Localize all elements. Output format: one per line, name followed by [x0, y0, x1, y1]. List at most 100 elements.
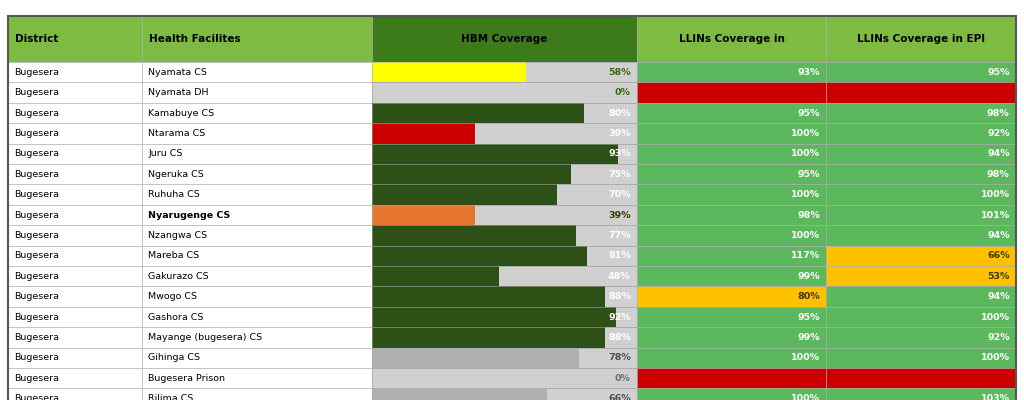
- Text: 100%: 100%: [981, 353, 1010, 362]
- Bar: [372, 144, 637, 164]
- Bar: [8, 205, 142, 225]
- Text: 92%: 92%: [608, 312, 631, 322]
- Bar: [8, 266, 142, 286]
- Text: 93%: 93%: [798, 68, 820, 77]
- Text: Bugesera: Bugesera: [14, 272, 59, 281]
- Bar: [372, 327, 637, 348]
- Text: Mareba CS: Mareba CS: [148, 251, 200, 260]
- Bar: [142, 246, 372, 266]
- Bar: [142, 348, 372, 368]
- Text: 101%: 101%: [981, 210, 1010, 220]
- Text: 80%: 80%: [798, 292, 820, 301]
- Text: Nzangwa CS: Nzangwa CS: [148, 231, 208, 240]
- Bar: [372, 164, 637, 184]
- Text: Bugesera: Bugesera: [14, 170, 59, 179]
- Text: 48%: 48%: [608, 272, 631, 281]
- Text: Ruhuha CS: Ruhuha CS: [148, 190, 200, 199]
- Bar: [637, 225, 826, 246]
- Bar: [637, 144, 826, 164]
- Text: 88%: 88%: [608, 333, 631, 342]
- Bar: [826, 348, 1016, 368]
- Bar: [826, 123, 1016, 144]
- Bar: [372, 327, 637, 348]
- Text: LLINs Coverage in: LLINs Coverage in: [679, 34, 784, 44]
- Bar: [637, 82, 826, 103]
- Bar: [8, 307, 142, 327]
- Bar: [142, 368, 372, 388]
- Bar: [372, 246, 587, 266]
- Bar: [637, 388, 826, 400]
- Text: HBM Coverage: HBM Coverage: [461, 34, 548, 44]
- Text: 94%: 94%: [987, 292, 1010, 301]
- Bar: [372, 246, 637, 266]
- Bar: [372, 123, 475, 144]
- Bar: [8, 246, 142, 266]
- Text: 100%: 100%: [792, 129, 820, 138]
- Bar: [8, 144, 142, 164]
- Bar: [372, 307, 637, 327]
- Bar: [372, 388, 547, 400]
- Bar: [142, 82, 372, 103]
- Bar: [142, 16, 372, 62]
- Text: 100%: 100%: [792, 149, 820, 158]
- Bar: [142, 144, 372, 164]
- Bar: [372, 246, 637, 266]
- Bar: [372, 205, 475, 225]
- Text: Gihinga CS: Gihinga CS: [148, 353, 201, 362]
- Bar: [826, 62, 1016, 82]
- Bar: [372, 164, 570, 184]
- Text: 100%: 100%: [792, 190, 820, 199]
- Bar: [8, 348, 142, 368]
- Bar: [372, 348, 637, 368]
- Bar: [372, 307, 615, 327]
- Text: Bugesera: Bugesera: [14, 210, 59, 220]
- Text: 77%: 77%: [608, 231, 631, 240]
- Bar: [826, 246, 1016, 266]
- Text: 39%: 39%: [608, 210, 631, 220]
- Text: Bugesera: Bugesera: [14, 394, 59, 400]
- Bar: [637, 266, 826, 286]
- Bar: [142, 62, 372, 82]
- Bar: [372, 82, 637, 103]
- Text: Bugesera: Bugesera: [14, 312, 59, 322]
- Bar: [826, 16, 1016, 62]
- Text: 53%: 53%: [987, 272, 1010, 281]
- Text: Bugesera: Bugesera: [14, 149, 59, 158]
- Bar: [372, 205, 637, 225]
- Bar: [372, 184, 557, 205]
- Bar: [142, 164, 372, 184]
- Bar: [8, 16, 142, 62]
- Bar: [372, 103, 584, 123]
- Bar: [8, 225, 142, 246]
- Text: 98%: 98%: [987, 108, 1010, 118]
- Bar: [826, 388, 1016, 400]
- Text: Gashora CS: Gashora CS: [148, 312, 204, 322]
- Text: Health Facilites: Health Facilites: [150, 34, 241, 44]
- Text: Bugesera: Bugesera: [14, 374, 59, 383]
- Bar: [372, 286, 637, 307]
- Text: 99%: 99%: [798, 333, 820, 342]
- Bar: [8, 184, 142, 205]
- Bar: [8, 388, 142, 400]
- Text: Bugesera Prison: Bugesera Prison: [148, 374, 225, 383]
- Bar: [8, 82, 142, 103]
- Bar: [372, 368, 637, 388]
- Bar: [372, 327, 605, 348]
- Bar: [372, 225, 637, 246]
- Bar: [142, 286, 372, 307]
- Bar: [372, 123, 637, 144]
- Bar: [8, 368, 142, 388]
- Bar: [826, 205, 1016, 225]
- Text: 58%: 58%: [608, 68, 631, 77]
- Bar: [637, 205, 826, 225]
- Text: Bugesera: Bugesera: [14, 353, 59, 362]
- Text: Bugesera: Bugesera: [14, 108, 59, 118]
- Text: 92%: 92%: [987, 129, 1010, 138]
- Bar: [826, 327, 1016, 348]
- Text: 94%: 94%: [987, 231, 1010, 240]
- Bar: [637, 16, 826, 62]
- Text: LLINs Coverage in EPI: LLINs Coverage in EPI: [857, 34, 985, 44]
- Bar: [8, 164, 142, 184]
- Text: 88%: 88%: [608, 292, 631, 301]
- Bar: [372, 103, 637, 123]
